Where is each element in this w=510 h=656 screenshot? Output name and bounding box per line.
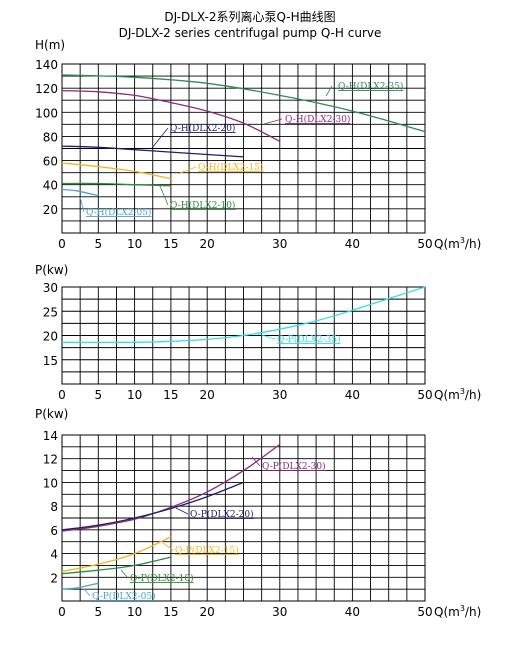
panel2-y-tick-label: 15 — [43, 354, 58, 368]
panel1-y-tick-label: 80 — [43, 130, 58, 144]
panel3-x-tick-label: 0 — [58, 605, 66, 619]
panel3-y-tick-label: 8 — [50, 500, 58, 514]
panel1-annotation-label: Q-H(DLX2-15) — [198, 162, 263, 173]
panel1-series-line-q-h-dlx2-05 — [61, 188, 99, 197]
panel2-x-tick-label: 0 — [58, 388, 66, 402]
panel3-annotation-leader — [175, 507, 189, 515]
panel1-y-axis-label: H(m) — [35, 38, 65, 52]
panel1-x-tick-label: 50 — [417, 237, 432, 251]
panel3-x-axis-label: Q(m3/h) — [434, 604, 481, 619]
panel1-series-line-q-h-dlx2-10 — [61, 182, 171, 187]
panel1-series-line-q-h-dlx2-15 — [61, 162, 172, 180]
panel1-x-axis-label: Q(m3/h) — [434, 236, 481, 251]
panel2-y-tick-label: 25 — [43, 305, 58, 319]
panel2-x-tick-label: 40 — [345, 388, 360, 402]
panel1-series-line-q-h-dlx2-20 — [61, 145, 244, 158]
panel1-annotation-leader — [325, 85, 333, 97]
panel2-x-tick-label: 15 — [163, 388, 178, 402]
panel2-x-tick-label: 5 — [94, 388, 102, 402]
panel1-annotation-leader — [263, 118, 283, 125]
panel2-annotation-leader — [254, 332, 276, 340]
panel1-y-tick-label: 20 — [43, 203, 58, 217]
panel3-y-tick-label: 10 — [43, 476, 58, 490]
panel1-annotation-label: Q-H(DLX2-10) — [170, 200, 235, 211]
panel3-annotation-label: Q-P(DLX2-30) — [262, 461, 326, 472]
panel3-x-tick-label: 50 — [417, 605, 432, 619]
panel2-x-tick-label: 50 — [417, 388, 432, 402]
panel3-series-line-q-p-dlx2-30 — [61, 443, 281, 532]
panel1-series-line-q-h-dlx2-30 — [61, 89, 281, 142]
panel2-y-axis-label: P(kw) — [35, 263, 68, 277]
panel1-y-tick-label: 40 — [43, 179, 58, 193]
panel3-y-tick-label: 2 — [50, 571, 58, 585]
panel1-annotation-leader — [177, 166, 197, 175]
panel3-series-line-q-p-dlx2-15 — [61, 536, 172, 573]
panel1-annotation-leader — [151, 127, 169, 149]
panel2-series-line-q-p-dlx2-35 — [61, 286, 426, 344]
panel1-x-tick-label: 0 — [58, 237, 66, 251]
panel1-annotation-leader — [79, 196, 85, 213]
panel3-y-tick-label: 6 — [50, 524, 58, 538]
panel3-series-line-q-p-dlx2-10 — [61, 556, 172, 575]
panel3-x-tick-label: 15 — [163, 605, 178, 619]
panel1-x-tick-label: 30 — [272, 237, 287, 251]
chart-title-cn: DJ-DLX-2系列离心泵Q-H曲线图 — [164, 9, 335, 24]
panel3-annotation-leader — [120, 569, 129, 579]
panel2-y-tick-label: 30 — [43, 281, 58, 295]
panel3-annotation-leader — [162, 542, 174, 551]
panel3-annotation-leader — [83, 588, 91, 597]
panel3-annotation-label: Q-P(DLX2-15) — [175, 545, 239, 556]
panel2-x-tick-label: 20 — [200, 388, 215, 402]
panel3-y-tick-label: 14 — [43, 429, 58, 443]
panel1-x-tick-label: 40 — [345, 237, 360, 251]
panel3-y-axis-label: P(kw) — [35, 407, 68, 421]
panel1-annotation-label: Q-H(DLX2-05) — [86, 207, 151, 218]
panel1-y-tick-label: 60 — [43, 155, 58, 169]
panel1-y-tick-label: 100 — [35, 106, 58, 120]
panel1-x-tick-label: 5 — [94, 237, 102, 251]
chart-title-en: DJ-DLX-2 series centrifugal pump Q-H cur… — [119, 26, 382, 40]
panel1-y-tick-label: 120 — [35, 82, 58, 96]
panel1-annotation-label: Q-H(DLX2-35) — [338, 81, 403, 92]
panel2-x-tick-label: 30 — [272, 388, 287, 402]
panel3-x-tick-label: 20 — [200, 605, 215, 619]
panel1-x-tick-label: 20 — [200, 237, 215, 251]
panel3-annotation-leader — [251, 456, 261, 467]
panel2-annotation-label: Q-P(DLX2-35) — [277, 334, 341, 345]
panel2-x-axis-label: Q(m3/h) — [434, 387, 481, 402]
panel1-x-tick-label: 15 — [163, 237, 178, 251]
panel3-x-tick-label: 30 — [272, 605, 287, 619]
panel3-series-line-q-p-dlx2-05 — [61, 582, 99, 590]
panel3-x-tick-label: 10 — [127, 605, 142, 619]
panel1-annotation-leader — [159, 185, 169, 206]
panel3-y-tick-label: 4 — [50, 548, 58, 562]
panel3-x-tick-label: 40 — [345, 605, 360, 619]
panel3-annotation-label: Q-P(DLX2-05) — [92, 591, 156, 602]
panel2-x-tick-label: 10 — [127, 388, 142, 402]
panel3-annotation-label: Q-P(DLX2-10) — [130, 573, 194, 584]
panel3-y-tick-label: 12 — [43, 453, 58, 467]
panel3-x-tick-label: 5 — [94, 605, 102, 619]
panel1-series-line-q-h-dlx2-35 — [61, 74, 426, 133]
panel1-annotation-label: Q-H(DLX2-30) — [285, 114, 350, 125]
panel3-annotation-label: Q-P(DLX2-20) — [190, 509, 254, 520]
panel1-annotation-label: Q-H(DLX2-20) — [170, 123, 235, 134]
panel3-series-line-q-p-dlx2-20 — [61, 481, 244, 531]
panel1-x-tick-label: 10 — [127, 237, 142, 251]
panel1-y-tick-label: 140 — [35, 58, 58, 72]
panel2-y-tick-label: 20 — [43, 330, 58, 344]
